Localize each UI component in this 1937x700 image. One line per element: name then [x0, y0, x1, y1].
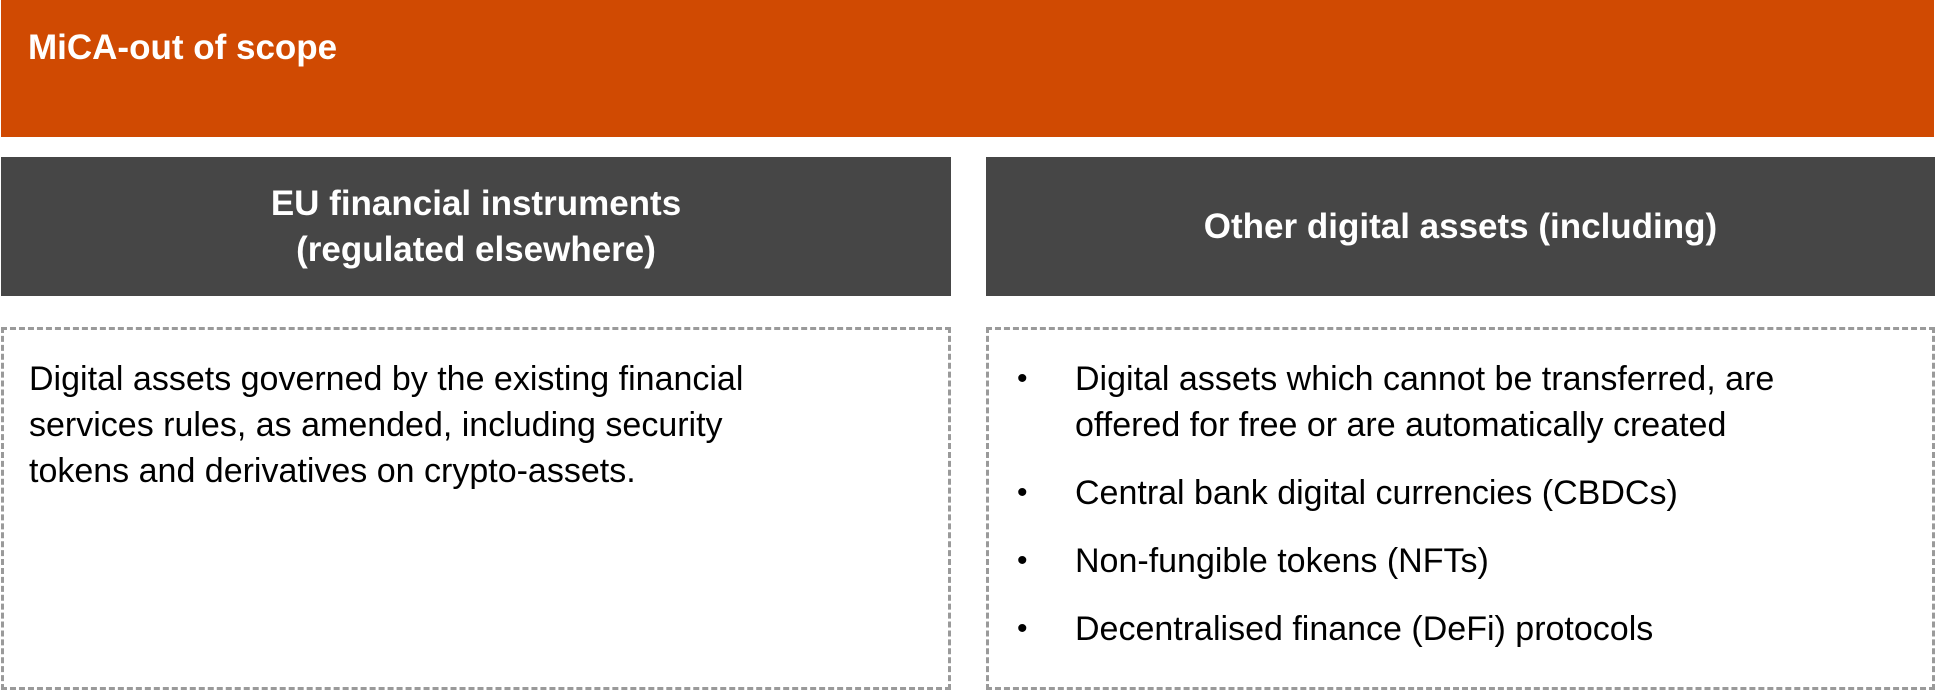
bullet-icon: • [1017, 612, 1028, 645]
left-header-line-2: (regulated elsewhere) [296, 229, 656, 269]
other-digital-assets-header: Other digital assets (including) [986, 157, 1935, 296]
list-item-non-transferable: • Digital assets which cannot be transfe… [989, 356, 1932, 448]
eu-financial-instruments-description: Digital assets governed by the existing … [29, 356, 909, 494]
left-body-line-2: services rules, as amended, including se… [29, 406, 723, 444]
list-item-nfts: • Non-fungible tokens (NFTs) [989, 538, 1932, 584]
eu-financial-instruments-header: EU financial instruments (regulated else… [1, 157, 951, 296]
mica-out-of-scope-banner: MiCA-out of scope [1, 0, 1934, 137]
bullet-1-line-2: offered for free or are automatically cr… [1075, 406, 1727, 444]
left-body-line-3: tokens and derivatives on crypto-assets. [29, 452, 636, 490]
list-item-defi: • Decentralised finance (DeFi) protocols [989, 606, 1932, 652]
bullet-2-text: Central bank digital currencies (CBDCs) [1075, 474, 1678, 512]
banner-title: MiCA-out of scope [28, 28, 338, 67]
bullet-icon: • [1017, 476, 1028, 509]
other-digital-assets-list: • Digital assets which cannot be transfe… [989, 356, 1932, 674]
left-header-line-1: EU financial instruments [270, 183, 682, 223]
left-body-line-1: Digital assets governed by the existing … [29, 360, 744, 398]
eu-financial-instruments-box: Digital assets governed by the existing … [1, 327, 951, 690]
bullet-4-text: Decentralised finance (DeFi) protocols [1075, 610, 1654, 648]
bullet-icon: • [1017, 362, 1028, 395]
list-item-cbdcs: • Central bank digital currencies (CBDCs… [989, 470, 1932, 516]
bullet-icon: • [1017, 544, 1028, 577]
bullet-1-line-1: Digital assets which cannot be transferr… [1075, 360, 1775, 398]
bullet-3-text: Non-fungible tokens (NFTs) [1075, 542, 1489, 580]
right-header-text: Other digital assets (including) [1203, 206, 1718, 246]
other-digital-assets-box: • Digital assets which cannot be transfe… [986, 327, 1935, 690]
